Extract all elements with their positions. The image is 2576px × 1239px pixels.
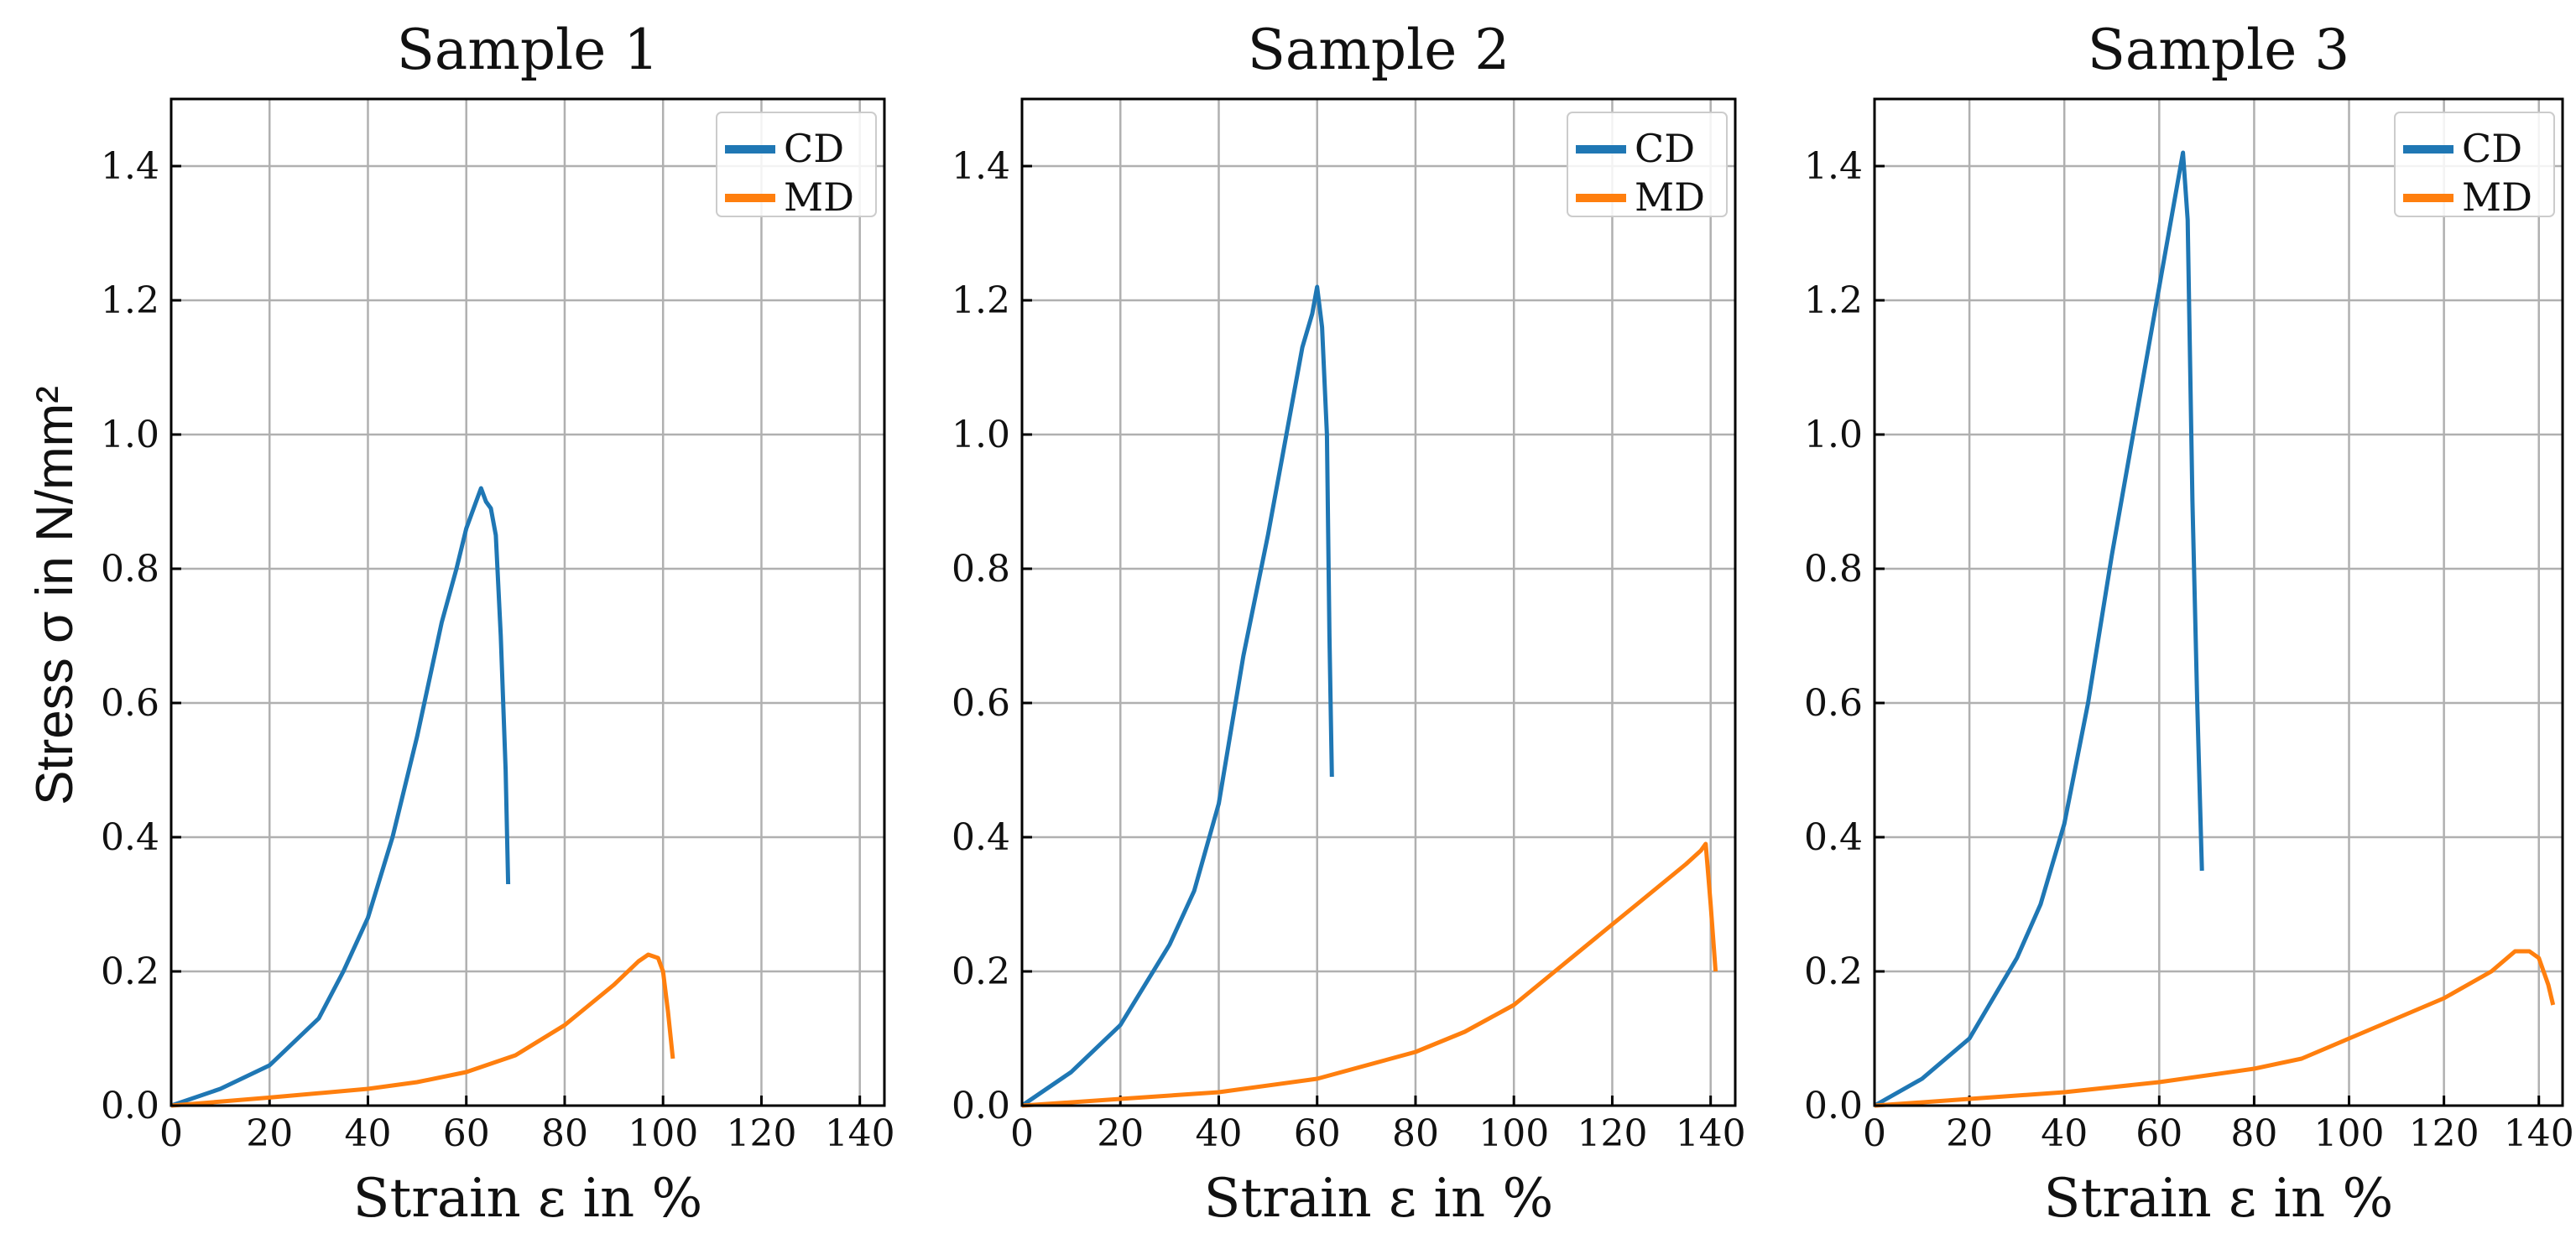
y-tick-label: 1.2 bbox=[101, 279, 159, 322]
y-tick-label: 0.4 bbox=[1804, 816, 1863, 859]
y-tick-label: 0.0 bbox=[101, 1085, 159, 1127]
legend-box bbox=[716, 112, 877, 217]
x-tick-label: 0 bbox=[1863, 1112, 1886, 1155]
legend-label-md: MD bbox=[784, 174, 854, 220]
y-tick-label: 1.4 bbox=[101, 145, 159, 188]
y-tick-label: 0.8 bbox=[952, 548, 1010, 591]
x-tick-label: 120 bbox=[1577, 1112, 1647, 1155]
legend-label-cd: CD bbox=[1635, 126, 1695, 171]
x-tick-label: 20 bbox=[1946, 1112, 1993, 1155]
legend-box bbox=[1567, 112, 1728, 217]
y-tick-label: 0.6 bbox=[101, 682, 159, 725]
x-tick-label: 60 bbox=[443, 1112, 490, 1155]
y-tick-label: 1.2 bbox=[1804, 279, 1863, 322]
chart-title: Sample 3 bbox=[2088, 18, 2350, 82]
y-tick-label: 1.0 bbox=[1804, 414, 1863, 456]
x-tick-label: 20 bbox=[246, 1112, 293, 1155]
x-tick-label: 80 bbox=[541, 1112, 588, 1155]
chart-panel-2: Sample 2 0 20 40 60 80 100 120 140 0.0 0.2 0.4 0.6 0.… bbox=[952, 18, 1746, 1230]
x-tick-label: 80 bbox=[2230, 1112, 2277, 1155]
y-tick-label: 0.2 bbox=[101, 950, 159, 993]
y-tick-label: 0.6 bbox=[952, 682, 1010, 725]
x-tick-label: 40 bbox=[2041, 1112, 2088, 1155]
series-line-cd bbox=[1873, 150, 2204, 1108]
x-axis-label: Strain ε in % bbox=[1204, 1168, 1554, 1230]
y-tick-label: 0.0 bbox=[1804, 1085, 1863, 1127]
x-tick-label: 40 bbox=[344, 1112, 391, 1155]
x-tick-label: 120 bbox=[726, 1112, 796, 1155]
legend-label-cd: CD bbox=[2462, 126, 2522, 171]
y-tick-label: 0.8 bbox=[101, 548, 159, 591]
x-tick-label: 80 bbox=[1392, 1112, 1439, 1155]
y-axis-label: Stress σ in N/mm² bbox=[26, 386, 84, 805]
x-tick-label: 120 bbox=[2409, 1112, 2480, 1155]
y-tick-label: 0.0 bbox=[952, 1085, 1010, 1127]
legend-label-cd: CD bbox=[784, 126, 844, 171]
x-tick-label: 0 bbox=[1010, 1112, 1034, 1155]
legend-label-md: MD bbox=[2462, 174, 2532, 220]
plot-frame bbox=[169, 97, 886, 1107]
plot-frame bbox=[1873, 97, 2564, 1107]
y-tick-label: 0.2 bbox=[1804, 950, 1863, 993]
chart-title: Sample 2 bbox=[1248, 18, 1510, 82]
x-tick-label: 40 bbox=[1195, 1112, 1242, 1155]
y-tick-label: 0.4 bbox=[101, 816, 159, 859]
x-tick-label: 0 bbox=[159, 1112, 183, 1155]
y-tick-label: 1.4 bbox=[1804, 145, 1863, 188]
y-tick-label: 1.4 bbox=[952, 145, 1010, 188]
x-tick-label: 100 bbox=[628, 1112, 698, 1155]
x-tick-label: 60 bbox=[1294, 1112, 1341, 1155]
series-line-md bbox=[1874, 949, 2556, 1108]
x-axis-label: Strain ε in % bbox=[353, 1168, 703, 1230]
x-tick-label: 100 bbox=[1478, 1112, 1549, 1155]
x-tick-label: 60 bbox=[2135, 1112, 2182, 1155]
x-tick-label: 140 bbox=[2504, 1112, 2574, 1155]
chart-title: Sample 1 bbox=[397, 18, 660, 82]
legend-label-md: MD bbox=[1635, 174, 1705, 220]
legend-box bbox=[2394, 112, 2555, 217]
y-tick-label: 1.0 bbox=[952, 414, 1010, 456]
y-tick-label: 0.4 bbox=[952, 816, 1010, 859]
series-line-cd bbox=[170, 486, 511, 1108]
y-tick-label: 1.2 bbox=[952, 279, 1010, 322]
x-tick-label: 140 bbox=[825, 1112, 895, 1155]
plot-frame bbox=[1020, 97, 1737, 1107]
series-line-cd bbox=[1020, 284, 1334, 1108]
chart-panel-1: Sample 1 0 20 40 60 80 100 120 140 0.0 0.2 0.4 0.6 0.… bbox=[101, 18, 895, 1230]
y-tick-label: 0.2 bbox=[952, 950, 1010, 993]
series-line-md bbox=[1021, 841, 1718, 1108]
y-tick-label: 0.8 bbox=[1804, 548, 1863, 591]
x-tick-label: 140 bbox=[1676, 1112, 1746, 1155]
series-line-md bbox=[170, 952, 675, 1108]
y-tick-label: 0.6 bbox=[1804, 682, 1863, 725]
chart-panel-3: Sample 3 0 20 40 60 80 100 120 140 0.0 0.2 0.4 0.6 0.… bbox=[1804, 18, 2574, 1230]
y-tick-label: 1.0 bbox=[101, 414, 159, 456]
x-tick-label: 100 bbox=[2314, 1112, 2385, 1155]
x-tick-label: 20 bbox=[1097, 1112, 1144, 1155]
x-axis-label: Strain ε in % bbox=[2044, 1168, 2394, 1230]
